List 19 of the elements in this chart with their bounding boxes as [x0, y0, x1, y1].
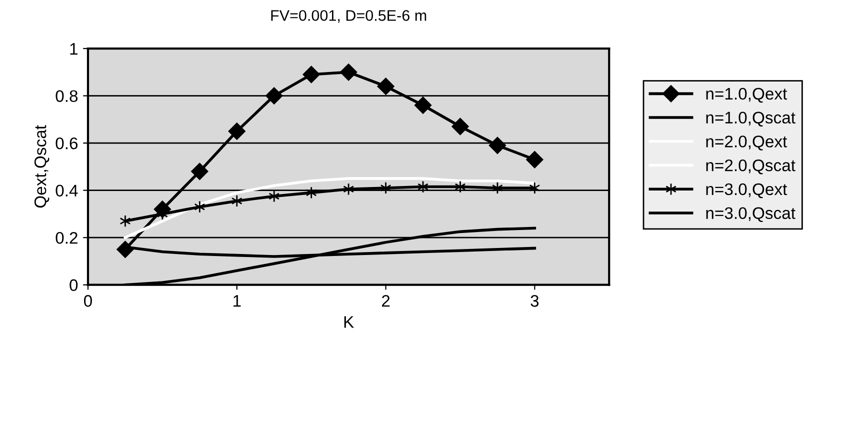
y-tick-label: 0.4	[56, 184, 78, 197]
y-tick-label: 0.8	[56, 90, 78, 102]
y-tick-label: 0.6	[56, 137, 78, 150]
legend-label: n=1.0,Qext	[706, 88, 788, 103]
chart-title: FV=0.001, D=0.5E-6 m	[271, 10, 426, 23]
x-tick-label: 0	[84, 295, 92, 307]
x-axis-title: K	[344, 316, 354, 328]
legend-label: n=1.0,Qscat	[706, 112, 796, 127]
y-tick-label: 1	[70, 43, 78, 55]
x-tick-label: 1	[234, 295, 241, 307]
x-tick-label: 3	[530, 295, 539, 307]
y-axis-title: Qext,Qscat	[34, 125, 50, 208]
y-tick-label: 0	[70, 279, 78, 292]
legend-label: n=2.0,Qscat	[706, 159, 796, 174]
y-tick-label: 0.2	[56, 232, 78, 244]
legend-label: n=3.0,Qscat	[706, 207, 796, 222]
legend-label: n=2.0,Qext	[706, 136, 788, 150]
legend-label: n=3.0,Qext	[706, 183, 788, 198]
x-tick-label: 2	[382, 295, 390, 307]
